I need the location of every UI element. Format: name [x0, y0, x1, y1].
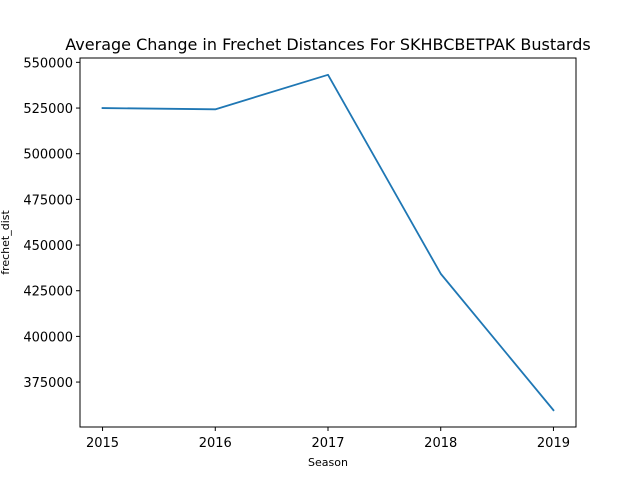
- x-tick-label: 2016: [199, 436, 232, 451]
- y-tick-label: 500000: [23, 148, 73, 163]
- plot-frame: [79, 57, 577, 428]
- series-layer: [101, 73, 555, 412]
- y-axis: 375000 400000 425000 450000 475000 500000 5250…: [23, 56, 80, 391]
- y-tick-label: 425000: [23, 285, 73, 300]
- x-tick-label: 2018: [424, 436, 457, 451]
- y-tick-label: 400000: [23, 330, 73, 345]
- chart-title: Average Change in Frechet Distances For …: [65, 35, 590, 54]
- y-tick-label: 375000: [23, 376, 73, 391]
- series-line: [101, 73, 555, 412]
- x-tick-label: 2019: [537, 436, 570, 451]
- y-tick-label: 550000: [23, 56, 73, 71]
- y-tick-label: 450000: [23, 239, 73, 254]
- x-axis-label: Season: [308, 456, 348, 469]
- x-tick-label: 2017: [311, 436, 344, 451]
- y-tick-label: 475000: [23, 193, 73, 208]
- y-tick-label: 525000: [23, 102, 73, 117]
- y-axis-label: frechet_dist: [0, 210, 12, 275]
- plot-area: [79, 57, 577, 428]
- x-tick-label: 2015: [86, 436, 119, 451]
- x-axis: 2015 2016 2017 2018 2019: [86, 427, 570, 451]
